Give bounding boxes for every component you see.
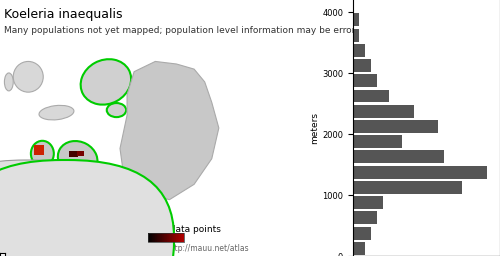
Bar — [161, 233, 162, 242]
Bar — [159, 233, 160, 242]
Bar — [164, 233, 166, 242]
Bar — [156, 233, 158, 242]
Bar — [171, 233, 172, 242]
Ellipse shape — [31, 141, 54, 166]
Text: log # of data points: log # of data points — [130, 225, 220, 234]
Bar — [165, 233, 166, 242]
Bar — [353, 166, 486, 179]
Ellipse shape — [4, 73, 13, 91]
Bar — [150, 233, 152, 242]
Bar — [77, 151, 84, 156]
Bar — [158, 233, 159, 242]
Bar — [177, 233, 178, 242]
Bar — [153, 233, 154, 242]
Bar — [176, 233, 178, 242]
Text: present - native: present - native — [70, 235, 142, 244]
Bar — [353, 44, 365, 57]
Bar — [69, 151, 78, 157]
Ellipse shape — [107, 103, 126, 117]
Bar — [152, 233, 154, 242]
Bar — [148, 233, 184, 242]
Bar — [160, 233, 162, 242]
Bar — [353, 74, 377, 87]
Bar — [176, 233, 177, 242]
FancyBboxPatch shape — [0, 160, 137, 256]
Bar — [353, 90, 390, 102]
Bar — [353, 135, 402, 148]
Bar — [149, 233, 150, 242]
Bar — [175, 233, 176, 242]
Bar — [174, 233, 176, 242]
PathPatch shape — [120, 61, 219, 200]
Ellipse shape — [39, 105, 74, 120]
Bar — [170, 233, 171, 242]
Bar — [353, 120, 438, 133]
Bar — [164, 233, 165, 242]
Text: Version 2.0; http://mauu.net/atlas: Version 2.0; http://mauu.net/atlas — [118, 244, 248, 253]
Y-axis label: meters: meters — [310, 112, 320, 144]
Bar — [148, 233, 150, 242]
Bar — [152, 233, 153, 242]
Bar — [180, 233, 182, 242]
Text: absent: absent — [34, 235, 64, 244]
Bar — [180, 233, 181, 242]
Bar — [151, 233, 152, 242]
Bar — [163, 233, 164, 242]
FancyBboxPatch shape — [0, 160, 174, 256]
Bar — [162, 233, 164, 242]
Bar — [166, 233, 168, 242]
Ellipse shape — [80, 59, 131, 105]
Ellipse shape — [58, 141, 98, 176]
Bar — [156, 233, 157, 242]
Bar — [353, 151, 444, 163]
Bar — [183, 233, 184, 242]
Bar — [173, 233, 174, 242]
Bar — [353, 242, 365, 255]
Bar — [353, 181, 463, 194]
Bar — [166, 233, 167, 242]
Bar — [353, 227, 371, 240]
Text: Many populations not yet mapped; population level information may be erronous, r: Many populations not yet mapped; populat… — [4, 26, 457, 35]
Bar — [178, 233, 180, 242]
Bar — [353, 105, 414, 118]
Bar — [182, 233, 183, 242]
Bar — [172, 233, 174, 242]
Bar — [178, 233, 179, 242]
Ellipse shape — [54, 180, 69, 194]
Bar — [34, 145, 44, 155]
Text: island status: island status — [24, 225, 82, 234]
Bar — [353, 13, 359, 26]
Bar — [168, 233, 169, 242]
Ellipse shape — [13, 61, 43, 92]
Bar — [353, 211, 377, 224]
Bar — [353, 29, 359, 41]
Bar — [154, 233, 155, 242]
Bar — [353, 196, 384, 209]
Bar — [168, 233, 170, 242]
Bar — [154, 233, 156, 242]
Text: Koeleria inaequalis: Koeleria inaequalis — [4, 8, 122, 21]
Bar — [353, 59, 371, 72]
